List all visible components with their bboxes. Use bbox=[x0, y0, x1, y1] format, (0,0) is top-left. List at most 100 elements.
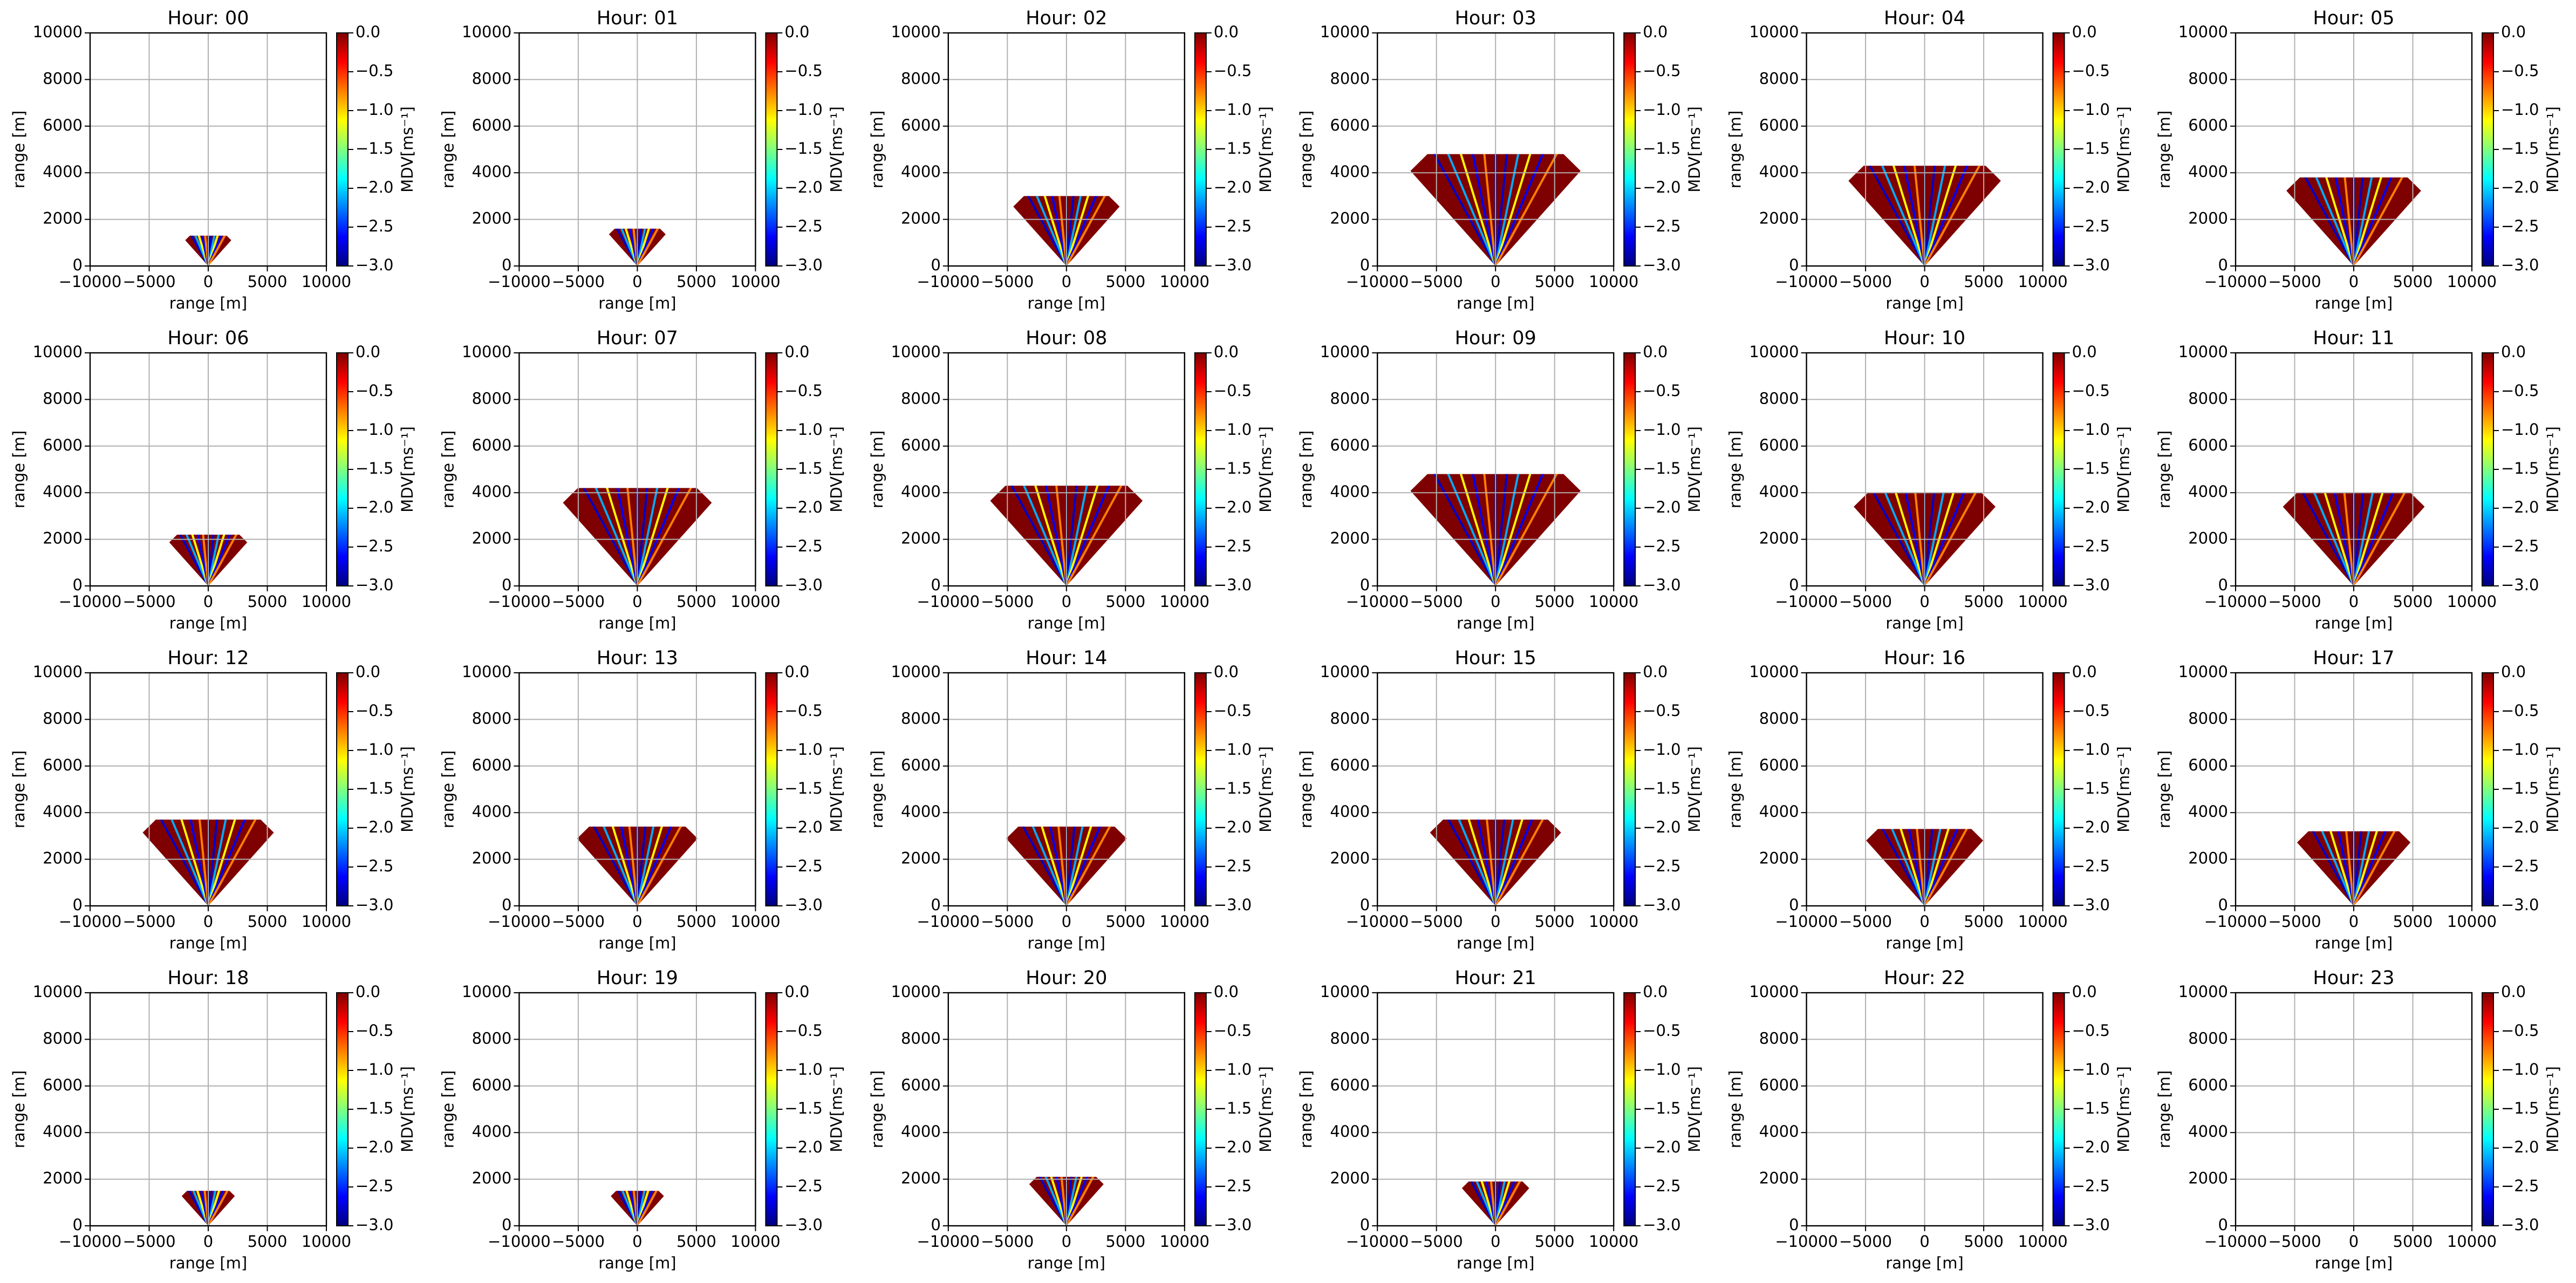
x-tick-label: −5000 bbox=[2268, 1232, 2321, 1251]
stripe bbox=[185, 235, 209, 266]
x-axis-label: range [m] bbox=[598, 614, 676, 632]
x-tick-label: 5000 bbox=[677, 1232, 716, 1251]
x-tick-label: 0 bbox=[1062, 1232, 1071, 1251]
colorbar bbox=[1194, 32, 1207, 267]
colorbar-tick-label: −0.5 bbox=[784, 1021, 822, 1040]
panel: Hour: 03 −10000 −5000 0 5000 10000 0 2000 4000 60… bbox=[1297, 8, 1704, 312]
stripe bbox=[1866, 829, 1926, 906]
stripe bbox=[1029, 1177, 1068, 1226]
stripe bbox=[207, 820, 274, 906]
colorbar-label: MDV[ms⁻¹] bbox=[398, 746, 416, 832]
colorbar-tick-label: −2.5 bbox=[784, 537, 822, 555]
stripe bbox=[2297, 831, 2355, 906]
stripe bbox=[1494, 820, 1561, 906]
y-tick-label: 4000 bbox=[1759, 162, 1799, 181]
colorbar-label: MDV[ms⁻¹] bbox=[1685, 106, 1704, 193]
stripe bbox=[563, 488, 639, 586]
y-tick-label: 2000 bbox=[472, 1169, 512, 1188]
y-tick-label: 2000 bbox=[2188, 1169, 2228, 1188]
colorbar-label: MDV[ms⁻¹] bbox=[2115, 426, 2133, 513]
stripe bbox=[609, 228, 639, 266]
y-tick-label: 4000 bbox=[1330, 1122, 1370, 1141]
stripe bbox=[2283, 493, 2355, 586]
stripe bbox=[1439, 154, 1497, 266]
panel-title: Hour: 19 bbox=[597, 967, 678, 989]
x-tick-label: 0 bbox=[1919, 1232, 1929, 1251]
y-tick-label: 0 bbox=[2218, 896, 2228, 914]
y-tick-label: 0 bbox=[931, 256, 940, 274]
stripe bbox=[1848, 166, 1926, 266]
x-tick-label: −10000 bbox=[1775, 912, 1838, 931]
panel-title: Hour: 05 bbox=[2313, 8, 2394, 29]
y-tick-label: 8000 bbox=[472, 389, 512, 407]
panel: Hour: 21 −10000 −5000 0 5000 10000 0 2000 4000 60… bbox=[1297, 967, 1704, 1272]
panel: Hour: 10 −10000 −5000 0 5000 10000 0 2000 4000 60… bbox=[1726, 327, 2133, 632]
stripe bbox=[1494, 820, 1561, 906]
x-tick-label: 5000 bbox=[677, 912, 716, 931]
stripe bbox=[1065, 1177, 1104, 1226]
colorbar-tick-label: −1.0 bbox=[356, 740, 393, 759]
x-tick-label: 0 bbox=[1491, 1232, 1500, 1251]
y-tick-label: 8000 bbox=[1759, 389, 1799, 407]
y-tick-label: 4000 bbox=[2188, 802, 2228, 821]
x-tick-label: −10000 bbox=[488, 912, 551, 931]
y-tick-label: 8000 bbox=[2188, 69, 2228, 87]
y-tick-label: 6000 bbox=[43, 116, 83, 134]
y-tick-label: 0 bbox=[502, 1216, 511, 1234]
x-tick-label: −10000 bbox=[2204, 912, 2267, 931]
y-tick-label: 2000 bbox=[43, 1169, 83, 1188]
y-tick-label: 8000 bbox=[901, 69, 941, 87]
stripe bbox=[1923, 829, 1984, 906]
y-axis-label: range [m] bbox=[439, 750, 457, 828]
colorbar bbox=[2482, 32, 2494, 267]
panel-title: Hour: 02 bbox=[1026, 8, 1107, 29]
colorbar-tick-label: −2.5 bbox=[784, 857, 822, 875]
y-tick-label: 10000 bbox=[462, 23, 511, 41]
x-tick-label: 0 bbox=[632, 592, 642, 611]
stripe bbox=[2297, 177, 2355, 266]
stripe bbox=[1494, 1181, 1529, 1226]
stripe bbox=[1923, 166, 2001, 266]
x-axis-label: range [m] bbox=[169, 934, 247, 952]
colorbar-tick-label: −2.5 bbox=[1643, 537, 1680, 555]
colorbar-tick-label: −2.5 bbox=[1214, 217, 1252, 235]
y-tick-label: 6000 bbox=[472, 1076, 512, 1094]
colorbar-tick-label: −1.0 bbox=[1214, 100, 1252, 119]
x-axis-label: range [m] bbox=[598, 934, 676, 952]
stripe bbox=[207, 534, 248, 586]
x-axis-label: range [m] bbox=[1457, 614, 1534, 632]
y-axis-label: range [m] bbox=[1297, 750, 1315, 828]
colorbar-tick-label: −0.5 bbox=[1643, 62, 1680, 80]
x-tick-label: 5000 bbox=[1535, 912, 1575, 931]
colorbar-label: MDV[ms⁻¹] bbox=[827, 106, 845, 193]
colorbar-tick-label: −2.0 bbox=[784, 178, 822, 196]
stripe bbox=[1013, 196, 1068, 266]
stripe bbox=[580, 488, 639, 586]
panel: Hour: 11 −10000 −5000 0 5000 10000 0 2000 4000 60… bbox=[2155, 327, 2562, 632]
stripe bbox=[169, 534, 209, 586]
stripe bbox=[185, 235, 209, 266]
colorbar-tick-label: −2.5 bbox=[2501, 217, 2539, 235]
y-tick-label: 2000 bbox=[901, 209, 941, 228]
colorbar bbox=[2052, 672, 2065, 906]
x-tick-label: −10000 bbox=[59, 912, 122, 931]
stripe bbox=[636, 228, 666, 266]
colorbar bbox=[1194, 992, 1207, 1226]
y-tick-label: 2000 bbox=[901, 529, 941, 548]
stripe bbox=[1461, 1181, 1497, 1226]
stripe bbox=[2297, 831, 2355, 906]
colorbar-tick-label: −3.0 bbox=[784, 256, 822, 274]
panel: Hour: 17 −10000 −5000 0 5000 10000 0 2000 4000 60… bbox=[2155, 647, 2562, 952]
colorbar-tick-label: −0.5 bbox=[1214, 381, 1252, 400]
colorbar-label: MDV[ms⁻¹] bbox=[1685, 746, 1704, 832]
stripe bbox=[1006, 827, 1068, 906]
colorbar-tick-label: −1.0 bbox=[356, 1060, 393, 1079]
x-tick-label: −10000 bbox=[917, 912, 980, 931]
stripe bbox=[636, 1191, 664, 1226]
stripe bbox=[1009, 486, 1068, 586]
colorbar-tick-label: −1.5 bbox=[784, 459, 822, 477]
colorbar-tick-label: −2.0 bbox=[1643, 498, 1680, 516]
stripe bbox=[207, 820, 274, 906]
y-tick-label: 2000 bbox=[2188, 209, 2228, 228]
colorbar-tick-label: −0.5 bbox=[356, 62, 393, 80]
